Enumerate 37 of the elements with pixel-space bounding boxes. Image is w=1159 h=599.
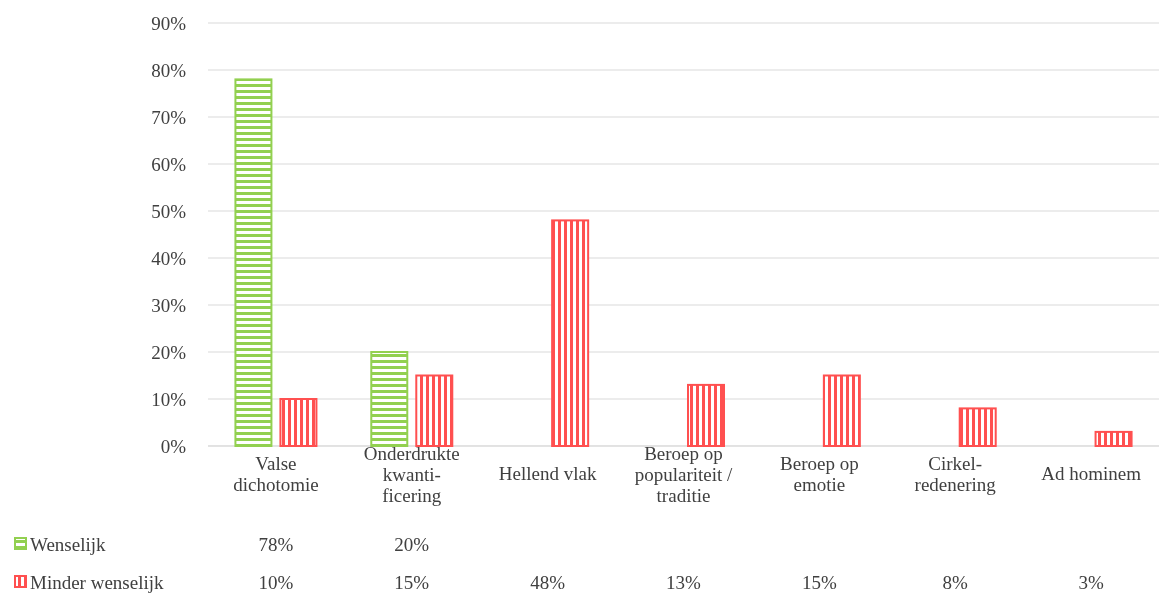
y-tick-label: 50%	[151, 200, 187, 222]
data-label: 13%	[666, 572, 702, 593]
data-label: 78%	[258, 534, 294, 555]
y-tick-label: 80%	[151, 59, 187, 81]
x-tick-label: Cirkel- redenering	[914, 453, 997, 495]
y-tick-label: 40%	[151, 247, 187, 269]
y-tick-label: 0%	[160, 435, 187, 457]
legend-label: Wenselijk	[30, 534, 107, 555]
bar	[279, 398, 318, 447]
bar	[551, 219, 590, 447]
y-tick-label: 90%	[151, 12, 187, 34]
legend-label: Minder wenselijk	[30, 572, 164, 593]
y-tick-label: 60%	[151, 153, 187, 175]
bar	[958, 407, 997, 447]
bar	[370, 351, 409, 447]
data-label: 48%	[530, 572, 566, 593]
bar	[1094, 430, 1133, 447]
bar	[822, 374, 861, 447]
y-tick-label: 10%	[151, 388, 187, 410]
x-tick-label: Ad hominem	[1041, 463, 1142, 484]
x-tick-label: Beroep op emotie	[780, 453, 859, 495]
data-label: 15%	[394, 572, 430, 593]
data-label: 15%	[801, 572, 837, 593]
y-tick-label: 20%	[151, 341, 187, 363]
bar	[415, 374, 454, 447]
y-tick-label: 30%	[151, 294, 187, 316]
data-label: 3%	[1078, 572, 1104, 593]
x-tick-label: Hellend vlak	[498, 463, 597, 484]
data-label: 8%	[942, 572, 969, 593]
bar	[687, 383, 725, 447]
x-tick-label: Onderdrukte kwanti- ficering	[363, 443, 460, 506]
data-label: 20%	[394, 534, 430, 555]
bar	[234, 78, 273, 447]
y-tick-label: 70%	[151, 106, 187, 128]
data-label: 10%	[258, 572, 294, 593]
x-tick-label: Beroep op populariteit / traditie	[634, 443, 734, 506]
x-tick-label: Valse dichotomie	[233, 453, 319, 495]
